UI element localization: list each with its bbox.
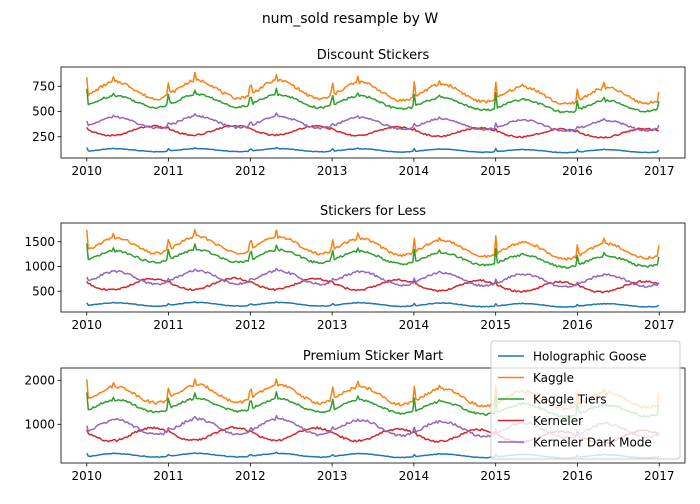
series-line-kaggle-tiers bbox=[86, 87, 660, 114]
x-tick-label: 2010 bbox=[71, 318, 102, 332]
panel-frame bbox=[60, 367, 686, 464]
x-tick-label: 2015 bbox=[480, 164, 511, 178]
x-tick-label: 2012 bbox=[235, 318, 266, 332]
y-tick-label: 1500 bbox=[24, 235, 55, 249]
series-line-kaggle bbox=[86, 228, 660, 261]
x-tick-label: 2013 bbox=[317, 469, 348, 483]
legend: Holographic Goose Kaggle Kaggle Tiers Kerne… bbox=[490, 340, 681, 460]
x-tick-label: 2016 bbox=[562, 469, 593, 483]
x-tick-label: 2011 bbox=[153, 164, 184, 178]
x-tick-label: 2010 bbox=[71, 469, 102, 483]
x-tick-label: 2017 bbox=[644, 469, 675, 483]
y-tick-label: 1000 bbox=[24, 260, 55, 274]
x-tick-label: 2014 bbox=[399, 469, 430, 483]
series-line-holographic-goose bbox=[86, 146, 660, 154]
panel-title: Premium Sticker Mart bbox=[303, 349, 443, 364]
legend-label: Kerneler bbox=[533, 414, 583, 428]
series-line-kerneler-dark-mode bbox=[86, 112, 660, 133]
y-tick-label: 1000 bbox=[24, 417, 55, 431]
x-tick-label: 2014 bbox=[399, 164, 430, 178]
x-tick-label: 2011 bbox=[153, 318, 184, 332]
legend-label: Kaggle Tiers bbox=[533, 392, 607, 406]
legend-box bbox=[490, 340, 681, 460]
series-line-kaggle-tiers bbox=[86, 243, 660, 269]
y-tick-label: 250 bbox=[32, 130, 55, 144]
x-tick-label: 2016 bbox=[562, 164, 593, 178]
x-tick-label: 2016 bbox=[562, 318, 593, 332]
series-lines bbox=[86, 228, 660, 308]
series-line-kerneler-dark-mode bbox=[86, 267, 660, 288]
x-tick-label: 2010 bbox=[71, 164, 102, 178]
series-line-kerneler bbox=[86, 276, 659, 294]
series-lines bbox=[86, 71, 660, 154]
panel-frame bbox=[60, 222, 686, 313]
x-tick-label: 2015 bbox=[480, 469, 511, 483]
y-tick-label: 750 bbox=[32, 79, 55, 93]
series-line-holographic-goose bbox=[86, 300, 660, 308]
legend-label: Holographic Goose bbox=[533, 349, 647, 363]
x-tick-label: 2017 bbox=[644, 318, 675, 332]
y-tick-label: 500 bbox=[32, 105, 55, 119]
legend-label: Kaggle bbox=[533, 371, 574, 385]
y-tick-label: 2000 bbox=[24, 374, 55, 388]
series-line-kaggle bbox=[86, 71, 660, 106]
x-tick-label: 2011 bbox=[153, 469, 184, 483]
x-tick-label: 2015 bbox=[480, 318, 511, 332]
chart-panel-1: Discount Stickers 2010 2011 2012 2013 2014 201… bbox=[32, 48, 686, 178]
x-tick-label: 2014 bbox=[399, 318, 430, 332]
x-tick-label: 2012 bbox=[235, 469, 266, 483]
legend-label: Kerneler Dark Mode bbox=[533, 435, 652, 449]
series-line-kerneler bbox=[86, 124, 659, 139]
x-tick-label: 2017 bbox=[644, 164, 675, 178]
x-tick-label: 2013 bbox=[317, 164, 348, 178]
panel-title: Stickers for Less bbox=[320, 204, 426, 219]
panel-frame bbox=[60, 66, 686, 159]
x-tick-label: 2013 bbox=[317, 318, 348, 332]
figure-suptitle: num_sold resample by W bbox=[262, 11, 439, 27]
panel-title: Discount Stickers bbox=[317, 48, 430, 63]
chart-panel-2: Stickers for Less 2010 2011 2012 2013 2014 201… bbox=[24, 204, 686, 332]
x-tick-label: 2012 bbox=[235, 164, 266, 178]
y-tick-label: 500 bbox=[32, 284, 55, 298]
